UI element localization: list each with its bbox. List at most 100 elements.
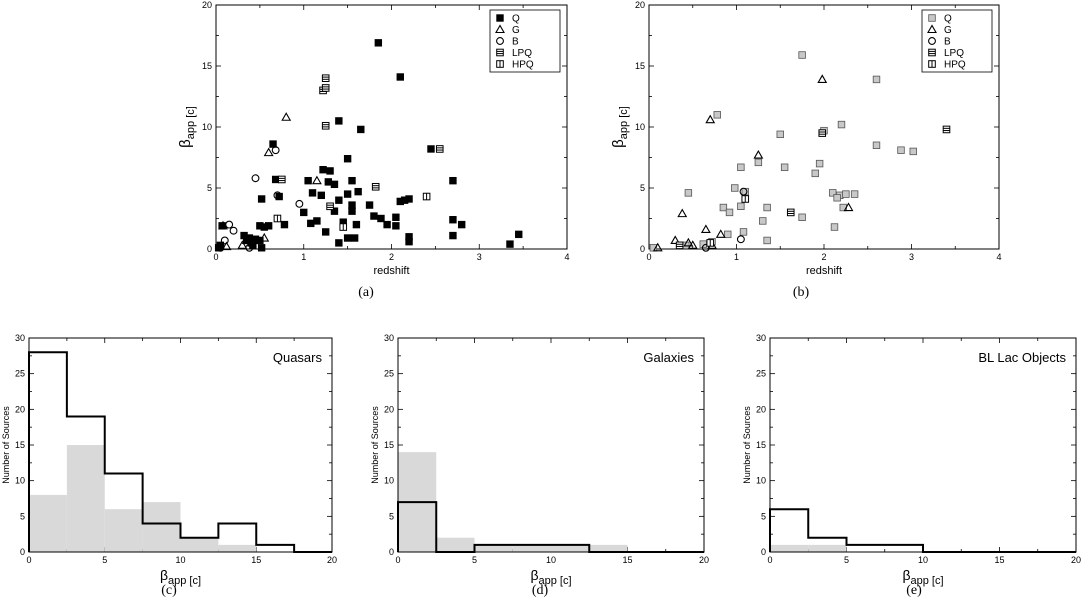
histogram-bar-filled	[551, 544, 590, 552]
histogram-bar-filled	[29, 494, 67, 552]
data-point-q	[842, 190, 850, 198]
x-tick-label: 1	[301, 252, 306, 262]
data-point-b	[271, 146, 280, 155]
histogram-bar-filled	[180, 537, 219, 552]
plot-frame	[769, 337, 1077, 553]
y-tick-label: 10	[756, 476, 766, 486]
histogram-bar-filled	[474, 544, 513, 552]
data-point-q	[754, 158, 763, 167]
panel-label-c: (c)	[161, 583, 177, 598]
data-point-q	[776, 130, 784, 139]
data-point-q	[304, 176, 312, 185]
data-point-q	[348, 201, 356, 209]
data-point-q	[719, 203, 728, 212]
y-tick-label: 5	[389, 511, 394, 521]
legend-label-hpq: HPQ	[512, 60, 534, 71]
data-point-q	[257, 244, 266, 252]
data-point-q	[330, 207, 339, 215]
data-point-lpq	[675, 241, 684, 250]
series-q	[649, 51, 917, 252]
y-tick-label: 20	[635, 0, 645, 10]
data-point-g	[221, 241, 232, 251]
legend-marker-lpq	[928, 48, 936, 57]
data-point-q	[798, 213, 806, 221]
legend-marker-hpq	[928, 60, 936, 68]
series-q	[214, 39, 523, 252]
data-point-q	[352, 220, 361, 229]
data-point-q	[759, 217, 767, 225]
data-point-q	[343, 234, 352, 242]
data-point-q	[909, 147, 917, 156]
x-tick-label: 15	[251, 555, 261, 565]
legend-label-g: G	[944, 25, 952, 36]
data-point-q	[872, 75, 881, 84]
x-tick-label: 20	[327, 555, 337, 565]
data-point-lpq	[321, 74, 330, 83]
series-lpq	[675, 125, 951, 250]
data-point-b	[273, 191, 282, 200]
data-point-q	[763, 203, 771, 212]
data-point-q	[897, 146, 905, 154]
x-tick-label: 15	[994, 555, 1004, 565]
data-point-q	[374, 39, 383, 47]
histogram-bar-filled	[104, 509, 143, 552]
data-point-q	[354, 187, 362, 196]
data-point-q	[713, 111, 721, 119]
x-tick-label: 0	[26, 555, 31, 565]
x-tick-label: 15	[622, 555, 632, 565]
data-point-q	[275, 192, 283, 201]
data-point-q	[350, 234, 359, 242]
data-point-q	[829, 189, 837, 197]
data-point-q	[326, 167, 334, 175]
chart-panel-e: 0 5 10 15 20 0 5 10 15 20 25 30 BL Lac Objects βapp […	[742, 333, 1081, 587]
data-point-q	[396, 73, 404, 81]
y-tick-label: 25	[384, 369, 394, 379]
data-point-q	[739, 228, 748, 236]
data-point-q	[335, 196, 343, 204]
legend-label-lpq: LPQ	[512, 48, 532, 59]
data-point-lpq	[818, 129, 827, 137]
data-point-hpq	[273, 214, 282, 223]
series-b	[216, 146, 304, 252]
y-tick-label: 0	[20, 547, 25, 557]
legend-label-b: B	[512, 37, 519, 48]
x-tick-label: 4	[996, 252, 1001, 262]
x-tick-label: 3	[477, 252, 482, 262]
data-point-q	[830, 223, 839, 231]
data-point-g	[670, 235, 681, 245]
x-tick-label: 5	[844, 555, 849, 565]
data-point-g	[311, 175, 322, 185]
data-point-lpq-box	[818, 129, 827, 137]
data-point-hpq	[706, 239, 715, 247]
x-tick-label: 5	[472, 555, 477, 565]
data-point-q	[343, 190, 352, 198]
data-point-q	[449, 231, 457, 240]
data-point-hpq	[339, 223, 348, 231]
x-axis-label: βapp [c]	[530, 567, 571, 587]
legend-label-g: G	[512, 25, 520, 36]
series-g	[218, 112, 322, 251]
data-point-b	[701, 243, 710, 252]
chart-panel-d: 0 5 10 15 20 0 5 10 15 20 25 30 Galaxies βapp [c] Numb…	[370, 333, 709, 587]
data-point-q	[256, 222, 264, 230]
histogram-bar-filled	[512, 544, 551, 552]
data-point-q	[833, 194, 841, 202]
x-tick-label: 20	[1071, 555, 1081, 565]
y-tick-label: 15	[15, 440, 25, 450]
legend-label-b: B	[944, 37, 951, 48]
data-point-q	[370, 212, 378, 220]
histogram-bar-filled	[142, 502, 181, 552]
data-point-b	[216, 243, 225, 252]
data-point-q	[348, 207, 356, 215]
y-tick-label: 5	[640, 183, 645, 193]
y-tick-label: 10	[202, 122, 212, 132]
data-point-q	[405, 195, 413, 203]
data-point-lpq-box	[435, 145, 444, 153]
data-point-g	[259, 232, 270, 242]
histogram-bar-filled	[436, 537, 475, 552]
x-tick-label: 10	[175, 555, 185, 565]
data-point-b	[229, 226, 238, 235]
data-point-q	[780, 163, 789, 171]
